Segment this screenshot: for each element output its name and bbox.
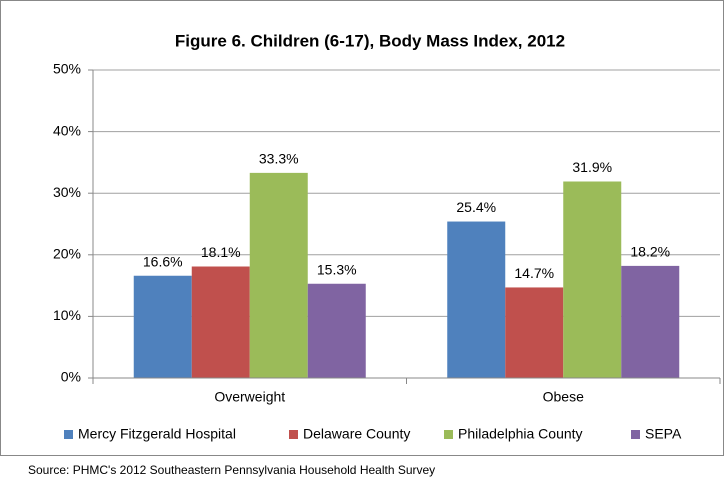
bar <box>447 221 506 378</box>
value-label: 18.2% <box>630 244 670 260</box>
value-label: 15.3% <box>317 261 357 277</box>
legend-label: SEPA <box>645 426 682 442</box>
value-label: 33.3% <box>259 151 299 167</box>
bar <box>621 265 680 378</box>
legend-swatch <box>64 430 73 439</box>
value-label: 14.7% <box>514 265 554 281</box>
y-tick-label: 20% <box>53 246 81 262</box>
bar <box>505 287 564 378</box>
legend-swatch <box>289 430 298 439</box>
value-label: 25.4% <box>456 199 496 215</box>
value-label: 16.6% <box>143 253 183 269</box>
y-tick-label: 30% <box>53 184 81 200</box>
y-tick-label: 50% <box>53 61 81 77</box>
bar <box>307 283 366 378</box>
bar <box>133 275 192 378</box>
bar <box>563 181 622 378</box>
legend-swatch <box>631 430 640 439</box>
x-tick-label: Overweight <box>214 389 285 405</box>
legend-label: Mercy Fitzgerald Hospital <box>78 426 236 442</box>
bar <box>191 266 250 378</box>
legend-label: Delaware County <box>303 426 410 442</box>
chart-title: Figure 6. Children (6-17), Body Mass Ind… <box>175 31 565 50</box>
y-tick-label: 40% <box>53 122 81 138</box>
value-label: 18.1% <box>201 244 241 260</box>
y-tick-label: 0% <box>61 369 81 385</box>
value-label: 31.9% <box>572 159 612 175</box>
legend-label: Philadelphia County <box>458 426 583 442</box>
source-note: Source: PHMC's 2012 Southeastern Pennsyl… <box>28 463 435 477</box>
legend-swatch <box>444 430 453 439</box>
bar <box>249 172 308 378</box>
x-tick-label: Obese <box>543 389 584 405</box>
y-tick-label: 10% <box>53 307 81 323</box>
